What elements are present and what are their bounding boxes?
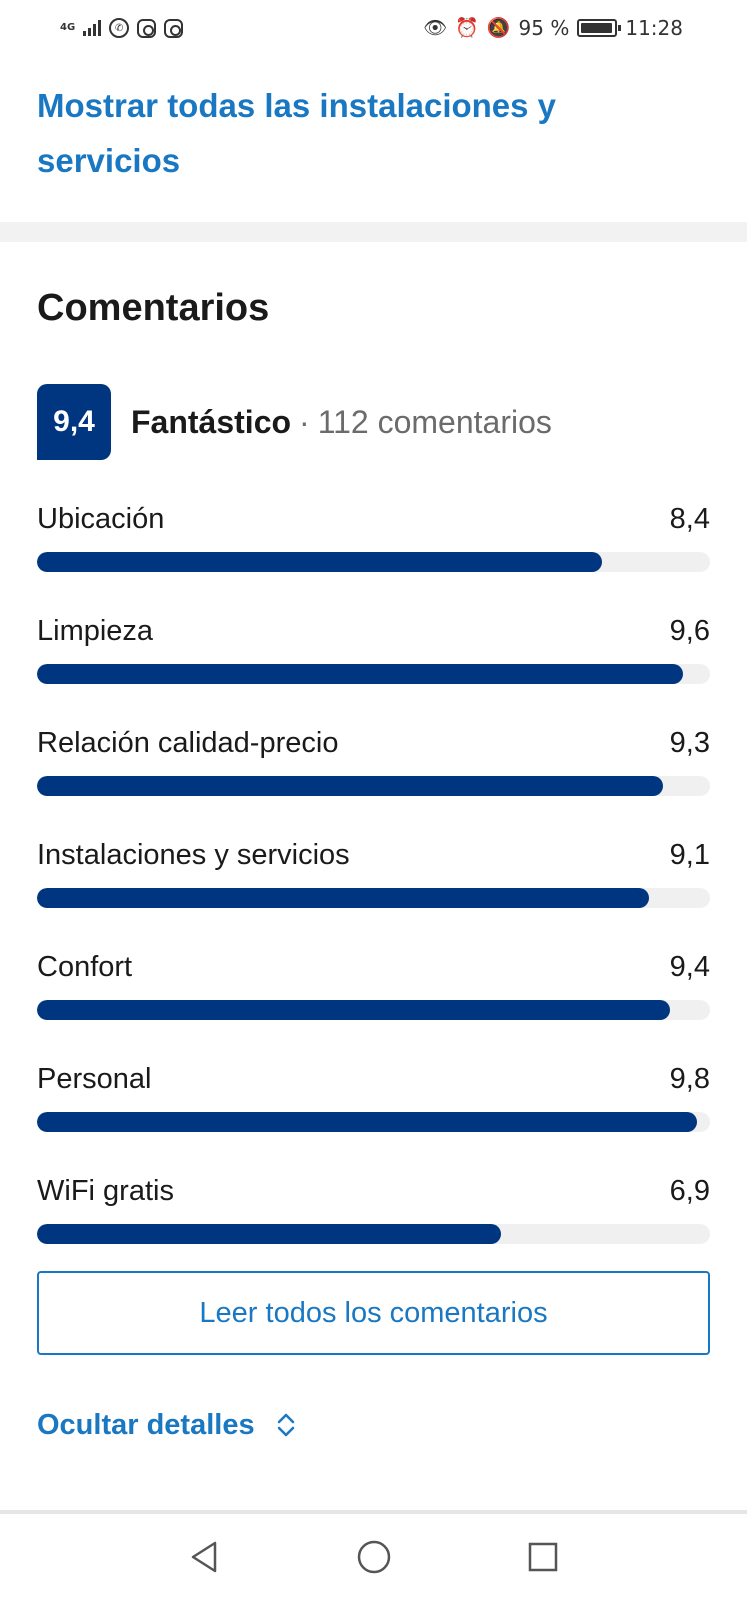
category-item: Relación calidad-precio 9,3 — [37, 724, 710, 836]
category-bar — [37, 664, 710, 684]
back-button[interactable] — [180, 1532, 230, 1582]
category-score: 9,4 — [669, 950, 710, 983]
clock: 11:28 — [625, 16, 683, 40]
review-count: 112 comentarios — [317, 403, 552, 440]
category-bar-fill — [37, 664, 684, 684]
category-label: Confort — [37, 950, 133, 983]
category-label: Instalaciones y servicios — [37, 838, 350, 871]
home-button[interactable] — [349, 1532, 399, 1582]
score-summary: 9,4 Fantástico · 112 comentarios — [37, 384, 552, 460]
home-icon — [357, 1540, 390, 1574]
instagram-icon — [164, 18, 184, 38]
reviews-title: Comentarios — [37, 287, 270, 329]
category-bar-fill — [37, 552, 603, 572]
status-bar: 4G ✆ 👁 ⏰ 🔕 95 % 11:28 — [0, 0, 747, 56]
hide-details-label: Ocultar detalles — [37, 1408, 255, 1441]
category-label: Limpieza — [37, 614, 154, 647]
category-scores: Ubicación 8,4 Limpieza 9,6 Relación calida… — [37, 500, 710, 1284]
category-score: 9,3 — [669, 726, 710, 759]
category-bar-fill — [37, 1000, 670, 1020]
category-item: WiFi gratis 6,9 — [37, 1172, 710, 1284]
score-badge: 9,4 — [37, 384, 111, 460]
alarm-icon: ⏰ — [455, 17, 479, 39]
category-score: 6,9 — [669, 1174, 710, 1207]
category-bar-fill — [37, 888, 650, 908]
category-item: Ubicación 8,4 — [37, 500, 710, 612]
category-score: 8,4 — [669, 502, 710, 535]
category-item: Limpieza 9,6 — [37, 612, 710, 724]
hide-details-toggle[interactable]: Ocultar detalles — [37, 1402, 297, 1448]
category-score: 9,8 — [669, 1062, 710, 1095]
category-label: WiFi gratis — [37, 1174, 174, 1207]
battery-fill — [581, 23, 612, 33]
read-all-reviews-button[interactable]: Leer todos los comentarios — [37, 1271, 710, 1355]
category-label: Relación calidad-precio — [37, 726, 339, 759]
category-bar — [37, 1224, 710, 1244]
category-bar — [37, 1000, 710, 1020]
signal-icon — [83, 20, 102, 36]
category-label: Ubicación — [37, 502, 165, 535]
instagram-icon — [137, 18, 157, 38]
category-item: Personal 9,8 — [37, 1060, 710, 1172]
category-score: 9,1 — [669, 838, 710, 871]
category-bar — [37, 888, 710, 908]
nav-divider — [0, 1510, 747, 1514]
category-bar-fill — [37, 1112, 697, 1132]
battery-icon — [577, 19, 622, 37]
category-bar — [37, 552, 710, 572]
system-nav-bar — [0, 1514, 747, 1600]
category-bar — [37, 1112, 710, 1132]
battery-percent: 95 % — [518, 16, 570, 40]
whatsapp-icon: ✆ — [109, 18, 130, 38]
recents-button[interactable] — [518, 1532, 568, 1582]
score-separator: · — [299, 403, 310, 440]
recents-icon — [528, 1542, 557, 1572]
category-bar-fill — [37, 1224, 502, 1244]
category-score: 9,6 — [669, 614, 710, 647]
eye-icon: 👁 — [423, 17, 448, 39]
category-item: Instalaciones y servicios 9,1 — [37, 836, 710, 948]
rating-word: Fantástico — [131, 403, 292, 440]
mute-icon: 🔕 — [486, 17, 511, 39]
back-icon — [191, 1541, 216, 1573]
category-item: Confort 9,4 — [37, 948, 710, 1060]
category-bar — [37, 776, 710, 796]
section-divider — [0, 222, 747, 242]
status-right: 👁 ⏰ 🔕 95 % 11:28 — [423, 16, 683, 40]
show-all-facilities-link[interactable]: Mostrar todas las instalaciones y servic… — [37, 87, 557, 179]
network-type: 4G — [60, 22, 76, 33]
category-label: Personal — [37, 1062, 152, 1095]
status-left: 4G ✆ — [60, 18, 184, 38]
chevron-up-down-icon — [277, 1413, 294, 1437]
category-bar-fill — [37, 776, 663, 796]
